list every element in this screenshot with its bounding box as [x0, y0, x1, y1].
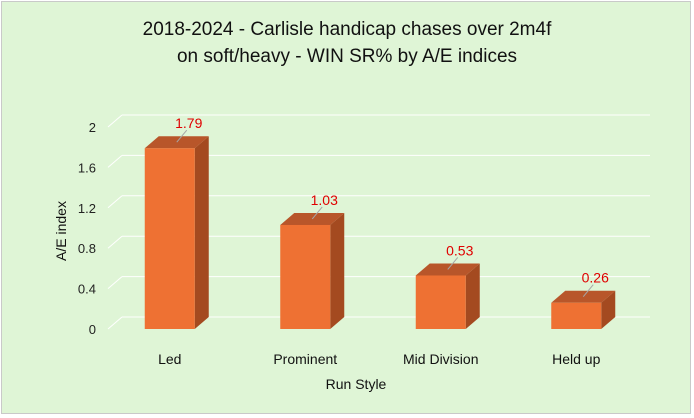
- chart-title-line-2: on soft/heavy - WIN SR% by A/E indices: [176, 46, 518, 67]
- bar-side: [465, 263, 480, 329]
- y-tick-label: 1.2: [78, 201, 96, 216]
- data-label: 0.53: [446, 242, 473, 258]
- bar: [280, 224, 331, 329]
- bar: [551, 302, 602, 329]
- bar: [144, 148, 195, 329]
- y-tick-label: 2: [89, 120, 96, 135]
- gridline-diagonal: [107, 195, 123, 209]
- chart-title-line-1: 2018-2024 - Carlisle handicap chases ove…: [142, 19, 552, 40]
- data-label: 1.03: [311, 192, 338, 208]
- data-labels: 1.79 1.03 0.53 0.26: [175, 115, 609, 298]
- x-category-label: Led: [158, 351, 181, 367]
- y-tick-label: 0.4: [78, 282, 96, 297]
- gridline-diagonal: [107, 316, 123, 330]
- data-label-leader: [582, 284, 594, 298]
- y-tick-label: 0.8: [78, 241, 96, 256]
- x-category-label: Prominent: [273, 351, 337, 367]
- gridline-diagonal: [107, 114, 123, 128]
- bar: [415, 275, 466, 329]
- x-category-label: Mid Division: [403, 351, 478, 367]
- chart-title: 2018-2024 - Carlisle handicap chases ove…: [2, 16, 692, 70]
- y-axis-label: A/E index: [53, 201, 69, 261]
- gridline-diagonal: [107, 235, 123, 249]
- x-category-label: Held up: [552, 351, 600, 367]
- y-tick-label: 1.6: [78, 160, 96, 175]
- data-label: 1.79: [175, 115, 202, 131]
- data-label-leader: [176, 129, 188, 143]
- bar-side: [330, 212, 345, 329]
- bar-side: [194, 136, 209, 329]
- bar-side: [601, 290, 616, 329]
- bars: [144, 136, 616, 329]
- data-label: 0.26: [582, 270, 609, 286]
- gridline-diagonal: [107, 276, 123, 289]
- y-tick-label: 0: [89, 322, 96, 337]
- x-axis-label: Run Style: [326, 376, 387, 392]
- gridline-diagonal: [107, 155, 123, 168]
- data-label-leader: [447, 257, 459, 270]
- data-label-leader: [311, 206, 323, 220]
- x-axis-categories: Led Prominent Mid Division Held up: [158, 351, 601, 367]
- y-axis-ticks: 0 0.4 0.8 1.2 1.6 2: [78, 120, 96, 337]
